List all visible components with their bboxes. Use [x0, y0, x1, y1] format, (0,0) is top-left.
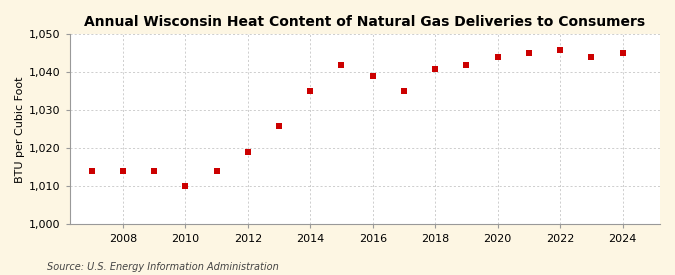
Point	[367, 74, 378, 78]
Point	[211, 169, 222, 174]
Point	[242, 150, 253, 155]
Point	[586, 55, 597, 59]
Point	[617, 51, 628, 56]
Title: Annual Wisconsin Heat Content of Natural Gas Deliveries to Consumers: Annual Wisconsin Heat Content of Natural…	[84, 15, 645, 29]
Point	[180, 184, 191, 189]
Point	[86, 169, 97, 174]
Text: Source: U.S. Energy Information Administration: Source: U.S. Energy Information Administ…	[47, 262, 279, 272]
Point	[430, 66, 441, 71]
Y-axis label: BTU per Cubic Foot: BTU per Cubic Foot	[15, 76, 25, 183]
Point	[148, 169, 159, 174]
Point	[305, 89, 316, 94]
Point	[398, 89, 409, 94]
Point	[336, 62, 347, 67]
Point	[273, 123, 284, 128]
Point	[523, 51, 534, 56]
Point	[492, 55, 503, 59]
Point	[461, 62, 472, 67]
Point	[555, 47, 566, 52]
Point	[117, 169, 128, 174]
